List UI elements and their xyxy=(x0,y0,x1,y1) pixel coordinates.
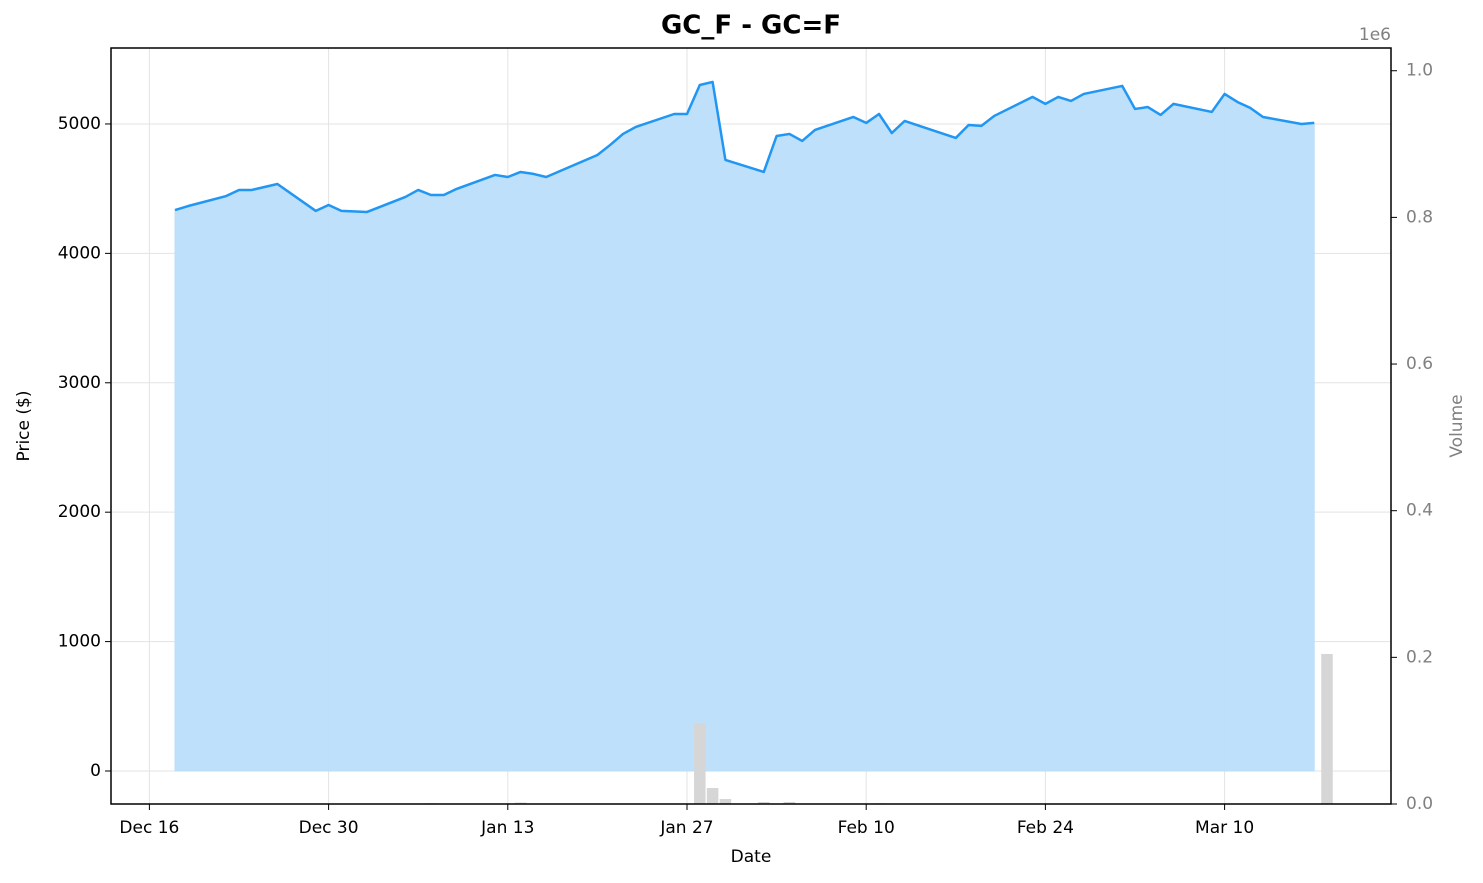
x-tick-label: Jan 13 xyxy=(480,818,534,838)
y-tick-label: 5000 xyxy=(58,114,101,134)
y-tick-label: 3000 xyxy=(58,373,101,393)
y2-tick-label: 0.2 xyxy=(1406,647,1433,667)
y2-axis-label: Volume xyxy=(1447,394,1467,457)
y2-tick-label: 0.6 xyxy=(1406,354,1433,374)
y2-tick-label: 1.0 xyxy=(1406,61,1433,81)
y-tick-label: 1000 xyxy=(58,632,101,652)
chart-title: GC_F - GC=F xyxy=(661,11,841,41)
x-tick-label: Feb 10 xyxy=(838,818,895,838)
y2-offset-label: 1e6 xyxy=(1359,25,1391,45)
y-tick-label: 2000 xyxy=(58,502,101,522)
x-tick-label: Mar 10 xyxy=(1195,818,1254,838)
volume-bar xyxy=(694,722,706,804)
y-tick-label: 4000 xyxy=(58,243,101,263)
volume-bar xyxy=(719,799,732,804)
volume-bar xyxy=(1321,653,1333,804)
y2-tick-label: 0.0 xyxy=(1406,794,1433,814)
x-tick-label: Jan 27 xyxy=(659,818,713,838)
y-tick-label: 0 xyxy=(90,761,101,781)
volume-bar xyxy=(706,788,719,804)
volume-bar xyxy=(783,802,796,804)
price-line xyxy=(174,80,1315,214)
y2-tick-label: 0.4 xyxy=(1406,501,1433,521)
volume-bar xyxy=(758,802,770,804)
x-tick-label: Feb 24 xyxy=(1017,818,1074,838)
y2-tick-label: 0.8 xyxy=(1406,207,1433,227)
x-axis-label: Date xyxy=(731,847,772,867)
x-tick-label: Dec 16 xyxy=(119,818,179,838)
y-axis-label: Price ($) xyxy=(14,391,34,462)
x-tick-label: Dec 30 xyxy=(299,818,359,838)
price-area xyxy=(174,81,1315,772)
plot-frame xyxy=(110,47,1392,805)
